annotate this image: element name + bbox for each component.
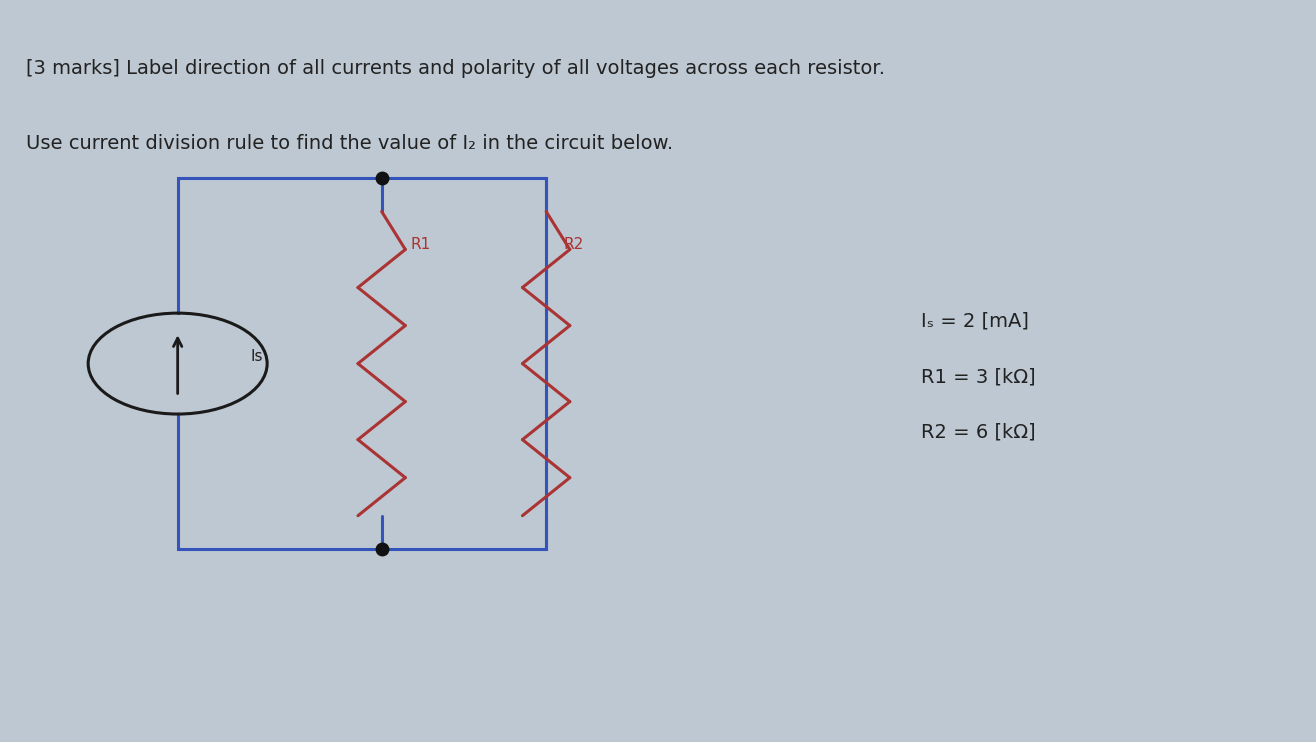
Text: [3 marks] Label direction of all currents and polarity of all voltages across ea: [3 marks] Label direction of all current… — [26, 59, 886, 79]
Text: R1: R1 — [411, 237, 430, 252]
Text: Use current division rule to find the value of I₂ in the circuit below.: Use current division rule to find the va… — [26, 134, 674, 153]
Text: Iₛ = 2 [mA]: Iₛ = 2 [mA] — [921, 312, 1029, 331]
Text: R1 = 3 [kΩ]: R1 = 3 [kΩ] — [921, 367, 1036, 387]
Text: Is: Is — [250, 349, 262, 364]
Text: R2: R2 — [563, 237, 583, 252]
Text: R2 = 6 [kΩ]: R2 = 6 [kΩ] — [921, 423, 1036, 442]
